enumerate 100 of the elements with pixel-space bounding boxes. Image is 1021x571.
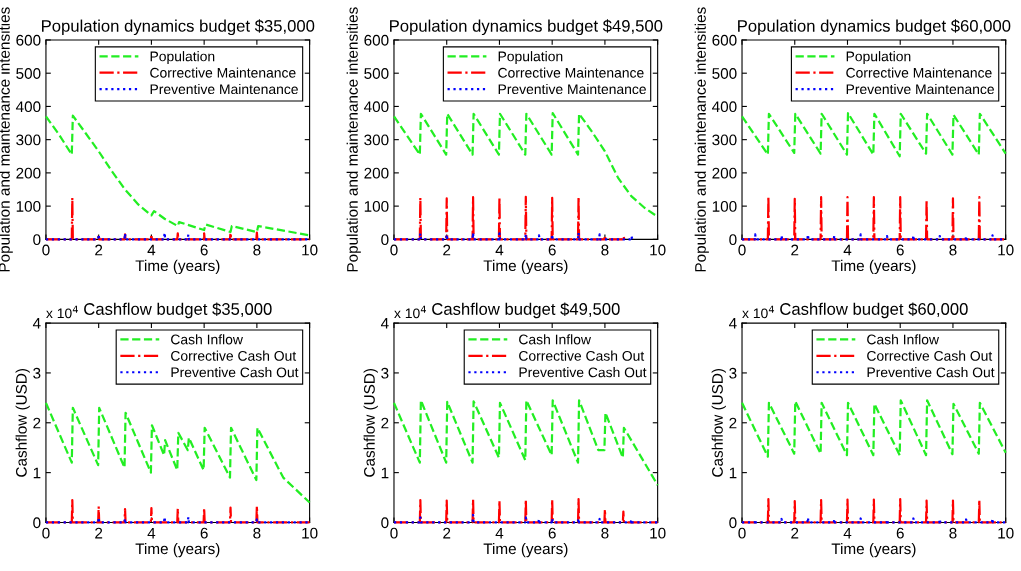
legend-label: Corrective Maintenance — [498, 67, 644, 78]
x-tick-label: 2 — [791, 527, 799, 539]
y-tick-label: 300 — [364, 134, 389, 146]
y-tick-label: 200 — [712, 167, 737, 179]
x-tick-label: 6 — [200, 527, 208, 539]
x-tick-label: 10 — [998, 527, 1014, 539]
x-tick-label: 0 — [390, 527, 398, 539]
x-tick-label: 10 — [998, 244, 1014, 256]
chart-title: Population dynamics budget $60,000 — [738, 19, 1011, 36]
x-axis-title: Time (years) — [831, 542, 916, 558]
y-tick-label: 0 — [381, 517, 389, 529]
x-tick-label: 10 — [302, 244, 318, 256]
y-tick-label: 100 — [364, 200, 389, 212]
x-tick-label: 8 — [601, 244, 609, 256]
text: x 10$^{4}$ — [394, 305, 427, 319]
x-tick-label: 2 — [791, 244, 799, 256]
y-tick-label: 100 — [712, 200, 737, 212]
x-axis-title: Time (years) — [831, 259, 916, 275]
legend-label: Population — [150, 51, 215, 65]
line-series — [392, 399, 659, 487]
legend-label: Preventive Maintenance — [150, 83, 298, 95]
y-axis-title: Cashflow (USD) — [363, 368, 378, 477]
x-tick-label: 2 — [95, 527, 103, 539]
y-tick-label: 4 — [380, 318, 389, 329]
legend-label: Corrective Maintenance — [150, 67, 296, 78]
text: x 10$^{4}$ — [742, 305, 775, 319]
y-tick-label: 2 — [33, 417, 41, 429]
legend-label: Preventive Maintenance — [846, 83, 994, 95]
text: x 10$^{4}$ — [46, 305, 78, 319]
y-tick-label: 600 — [364, 34, 389, 46]
chart-title: Cashflow budget $60,000 — [780, 302, 968, 319]
x-tick-label: 8 — [949, 244, 957, 256]
y-tick-label: 3 — [33, 367, 41, 379]
y-axis-title: Cashflow (USD) — [15, 368, 30, 477]
y-axis-title: Population and maintenance intensities — [346, 7, 361, 272]
x-tick-label: 8 — [253, 527, 261, 539]
y-tick-label: 300 — [712, 134, 737, 146]
x-tick-label: 8 — [601, 527, 609, 539]
y-tick-label: 600 — [712, 34, 737, 46]
chart-title: Population dynamics budget $35,000 — [42, 19, 315, 36]
legend-label: Preventive Maintenance — [498, 83, 646, 95]
y-tick-label: 200 — [364, 167, 389, 179]
x-tick-label: 0 — [390, 244, 398, 256]
x-tick-label: 6 — [896, 527, 904, 539]
legend-label: Population — [846, 51, 911, 65]
line-series — [392, 231, 634, 241]
y-tick-label: 500 — [16, 68, 41, 79]
x-tick-label: 10 — [650, 244, 666, 256]
x-axis-title: Time (years) — [135, 259, 220, 275]
legend-label: Preventive Cash Out — [867, 367, 995, 378]
y-tick-label: 1 — [33, 467, 41, 479]
legend-label: Corrective Cash Out — [171, 350, 297, 361]
y-tick-label: 300 — [16, 134, 41, 146]
y-tick-label: 0 — [33, 517, 41, 529]
legend-label: Cash Inflow — [171, 334, 243, 345]
x-tick-label: 4 — [495, 244, 504, 256]
x-tick-label: 6 — [548, 527, 556, 539]
x-tick-label: 4 — [843, 244, 852, 256]
x-tick-label: 8 — [949, 527, 957, 539]
y-tick-label: 3 — [381, 367, 389, 379]
y-tick-label: 2 — [729, 417, 737, 429]
y-tick-label: 200 — [16, 167, 41, 179]
x-tick-label: 2 — [95, 244, 103, 256]
line-series — [44, 401, 311, 504]
y-tick-label: 1 — [381, 467, 389, 479]
x-tick-label: 8 — [253, 244, 261, 256]
legend-label: Corrective Cash Out — [519, 350, 645, 361]
x-tick-label: 10 — [650, 527, 666, 539]
y-tick-label: 0 — [729, 234, 737, 246]
chart-title: Cashflow budget $35,000 — [84, 302, 272, 319]
y-tick-label: 3 — [729, 367, 737, 379]
y-tick-label: 400 — [363, 101, 389, 113]
y-tick-label: 400 — [15, 101, 41, 113]
legend-label: Corrective Maintenance — [846, 67, 992, 78]
x-tick-label: 4 — [147, 527, 156, 539]
y-axis-title: Cashflow (USD) — [711, 368, 726, 477]
x-tick-label: 2 — [443, 244, 451, 256]
y-tick-label: 4 — [729, 318, 737, 329]
x-axis-title: Time (years) — [483, 542, 568, 558]
x-tick-label: 4 — [495, 527, 504, 539]
x-tick-label: 10 — [302, 527, 318, 539]
y-tick-label: 0 — [729, 517, 737, 529]
legend-label: Preventive Cash Out — [519, 367, 647, 378]
x-tick-label: 2 — [443, 527, 451, 539]
x-tick-label: 6 — [896, 244, 904, 256]
line-series — [740, 399, 1007, 458]
legend-label: Population — [498, 51, 563, 65]
y-tick-label: 1 — [729, 467, 737, 479]
y-tick-label: 500 — [712, 68, 737, 79]
x-tick-label: 0 — [42, 527, 50, 539]
legend-label: Cash Inflow — [519, 334, 591, 345]
y-tick-label: 2 — [381, 417, 389, 429]
x-tick-label: 4 — [843, 527, 852, 539]
y-tick-label: 500 — [364, 68, 389, 79]
y-tick-label: 0 — [33, 234, 41, 246]
legend-label: Preventive Cash Out — [171, 367, 299, 378]
chart-title: Cashflow budget $49,500 — [432, 302, 620, 319]
y-tick-label: 100 — [16, 200, 41, 212]
x-tick-label: 6 — [548, 244, 556, 256]
legend-label: Corrective Cash Out — [867, 350, 993, 361]
